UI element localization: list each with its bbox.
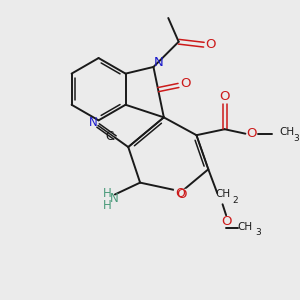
Text: 3: 3 — [255, 228, 261, 237]
Text: H: H — [103, 199, 112, 212]
Text: O: O — [175, 188, 185, 200]
Text: H: H — [103, 188, 112, 200]
Text: CH: CH — [280, 127, 295, 137]
Text: N: N — [154, 56, 164, 69]
Text: O: O — [219, 90, 230, 103]
Text: CH: CH — [215, 190, 230, 200]
Text: CH: CH — [238, 221, 253, 232]
Text: N: N — [88, 116, 97, 129]
Text: N: N — [110, 192, 119, 206]
Text: 2: 2 — [233, 196, 239, 205]
Text: 3: 3 — [293, 134, 299, 142]
Text: C: C — [106, 130, 114, 142]
Bar — [174, 189, 189, 201]
Text: O: O — [221, 215, 231, 228]
Text: O: O — [176, 188, 186, 201]
Text: O: O — [246, 127, 256, 140]
Text: O: O — [181, 77, 191, 91]
Text: O: O — [205, 38, 216, 51]
